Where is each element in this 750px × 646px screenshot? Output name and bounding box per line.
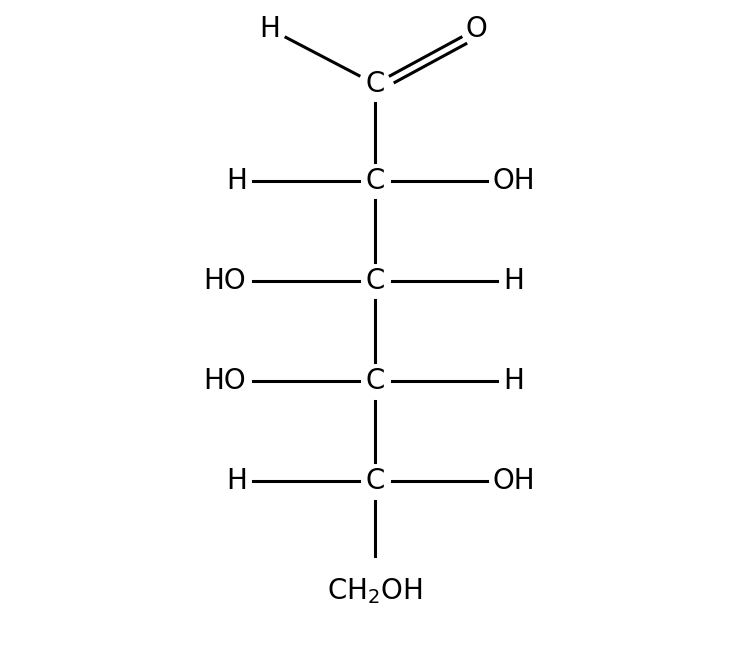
Text: C: C: [365, 367, 385, 395]
Text: CH$_2$OH: CH$_2$OH: [327, 576, 423, 606]
Text: O: O: [465, 15, 488, 43]
Text: H: H: [503, 367, 524, 395]
Text: H: H: [226, 467, 247, 495]
Text: C: C: [365, 70, 385, 98]
Text: C: C: [365, 467, 385, 495]
Text: HO: HO: [204, 367, 246, 395]
Text: C: C: [365, 167, 385, 195]
Text: HO: HO: [204, 267, 246, 295]
Text: H: H: [226, 167, 247, 195]
Text: OH: OH: [493, 467, 535, 495]
Text: H: H: [260, 15, 280, 43]
Text: C: C: [365, 267, 385, 295]
Text: OH: OH: [493, 167, 535, 195]
Text: H: H: [503, 267, 524, 295]
